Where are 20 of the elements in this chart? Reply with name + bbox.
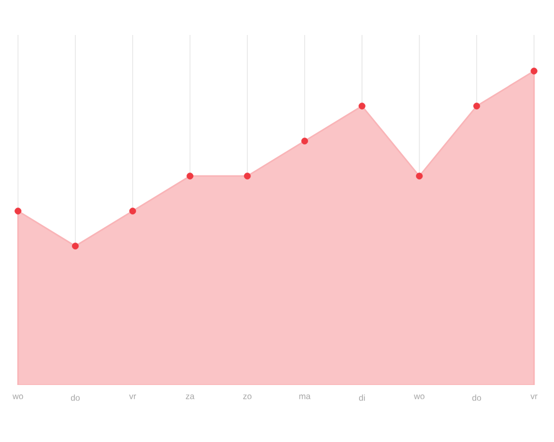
x-tick-label: zo bbox=[243, 394, 252, 400]
x-tick-label: ma bbox=[299, 394, 311, 400]
point bbox=[14, 208, 22, 214]
point bbox=[129, 208, 136, 214]
x-tick-label: za bbox=[186, 394, 194, 400]
point bbox=[244, 172, 251, 180]
point bbox=[416, 172, 423, 180]
x-tick-label: wo bbox=[414, 394, 424, 400]
point bbox=[72, 242, 79, 250]
point bbox=[186, 172, 194, 180]
point bbox=[358, 102, 366, 110]
x-tick-label: wo bbox=[12, 394, 24, 400]
x-tick-label: vr bbox=[129, 394, 136, 400]
x-tick-label: do bbox=[70, 394, 80, 401]
point bbox=[301, 138, 308, 144]
x-tick-label: vr bbox=[530, 394, 538, 400]
point bbox=[473, 102, 480, 110]
x-tick-label: di bbox=[359, 394, 365, 401]
point bbox=[530, 68, 538, 74]
x-tick-label: do bbox=[472, 394, 482, 401]
